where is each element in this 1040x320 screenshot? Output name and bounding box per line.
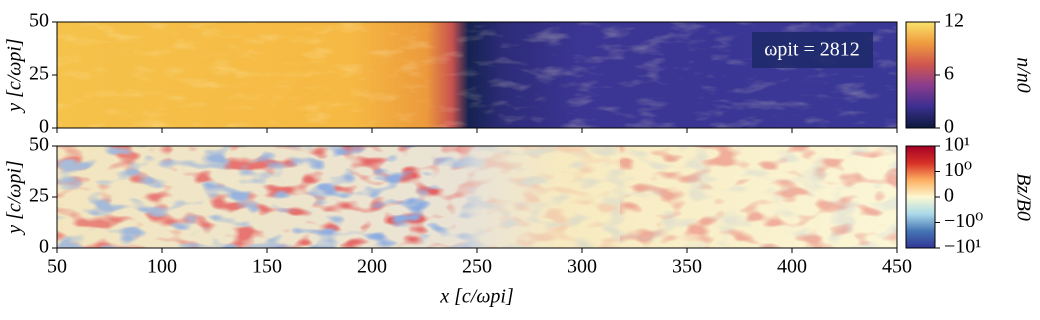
colorbar (905, 21, 936, 129)
x-tick-label: 250 (462, 256, 492, 278)
y-tick-label: 25 (29, 63, 49, 85)
y-tick-label: 25 (29, 185, 49, 207)
annotation: ωpit = 2812 (764, 39, 860, 61)
x-tick-label: 200 (357, 256, 387, 278)
annotation-box (752, 32, 873, 68)
x-tick-label: 100 (147, 256, 177, 278)
colorbar-tick-label: −10¹ (944, 236, 981, 258)
y-tick-label: 50 (29, 10, 49, 32)
y-tick-label: 0 (39, 116, 49, 138)
colorbar-tick-label: 0 (944, 185, 954, 207)
y-axis-label: y [c/ωpi] (4, 160, 26, 236)
colorbar-tick-label: 12 (944, 10, 964, 32)
colorbar-label: Bz/B0 (1012, 173, 1034, 221)
colorbar-tick-label: 0 (944, 116, 954, 138)
colorbar-tick-label: 10⁰ (944, 159, 972, 181)
y-axis-label: y [c/ωpi] (4, 38, 26, 114)
x-tick-label: 50 (47, 256, 67, 278)
colorbar-tick-label: −10⁰ (944, 210, 983, 232)
x-tick-label: 450 (882, 256, 912, 278)
colorbar (905, 145, 936, 249)
bz-wave-structures (620, 146, 897, 248)
x-tick-label: 150 (252, 256, 282, 278)
x-tick-label: 300 (567, 256, 597, 278)
colorbar-tick-label: 10¹ (944, 134, 970, 156)
x-axis-label: x [c/ωpi] (439, 286, 514, 308)
x-tick-label: 350 (672, 256, 702, 278)
y-tick-label: 50 (29, 134, 49, 156)
colorbar-tick-label: 6 (944, 63, 954, 85)
colorbar-label: n/n0 (1012, 57, 1034, 93)
y-tick-label: 0 (39, 236, 49, 258)
x-tick-label: 400 (777, 256, 807, 278)
